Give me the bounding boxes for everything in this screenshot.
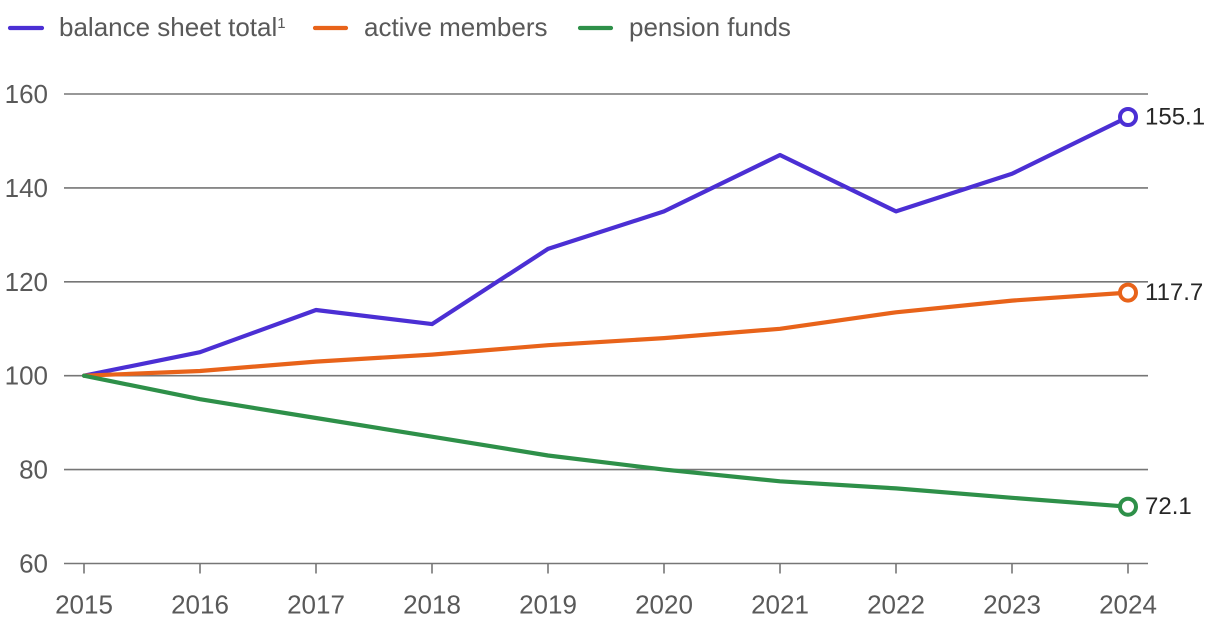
svg-text:72.1: 72.1 (1145, 493, 1192, 520)
svg-text:160: 160 (5, 79, 48, 109)
svg-text:117.7: 117.7 (1145, 279, 1203, 306)
svg-text:2024: 2024 (1099, 590, 1157, 620)
svg-text:active members: active members (364, 12, 548, 42)
svg-text:100: 100 (5, 361, 48, 391)
svg-text:pension funds: pension funds (629, 12, 791, 42)
svg-text:60: 60 (19, 549, 48, 579)
svg-text:2018: 2018 (403, 590, 461, 620)
svg-text:2022: 2022 (867, 590, 925, 620)
svg-text:80: 80 (19, 455, 48, 485)
svg-text:2015: 2015 (55, 590, 113, 620)
svg-text:2017: 2017 (287, 590, 345, 620)
svg-text:balance sheet total1: balance sheet total1 (59, 12, 286, 42)
svg-text:2016: 2016 (171, 590, 229, 620)
svg-text:2021: 2021 (751, 590, 809, 620)
svg-text:140: 140 (5, 173, 48, 203)
svg-text:2019: 2019 (519, 590, 577, 620)
svg-text:155.1: 155.1 (1145, 104, 1205, 131)
svg-text:120: 120 (5, 267, 48, 297)
svg-text:2023: 2023 (983, 590, 1041, 620)
svg-text:2020: 2020 (635, 590, 693, 620)
